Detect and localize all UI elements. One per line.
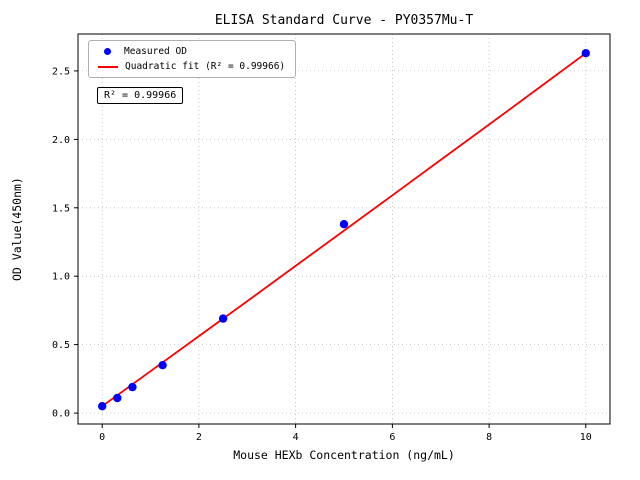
legend-item-measured-od: Measured OD (98, 46, 285, 57)
legend-marker-line-icon (98, 65, 118, 68)
data-point (113, 393, 122, 403)
x-tick-label: 0 (99, 432, 105, 443)
chart-title: ELISA Standard Curve - PY0357Mu-T (214, 13, 474, 28)
y-tick-label: 0.5 (52, 340, 70, 351)
x-tick-label: 6 (389, 432, 395, 443)
y-tick-label: 2.5 (52, 66, 70, 77)
y-tick-label: 2.0 (52, 135, 70, 146)
y-tick-label: 0.0 (52, 409, 70, 420)
data-point (128, 382, 137, 392)
data-point (158, 361, 167, 370)
plot-frame (77, 33, 611, 425)
x-tick-label: 8 (486, 432, 492, 443)
y-tick-label: 1.5 (52, 203, 70, 214)
y-axis-label: OD Value(450nm) (10, 177, 24, 281)
fit-line (101, 52, 587, 407)
data-point (339, 220, 349, 229)
legend-label-measured-od: Measured OD (124, 46, 187, 57)
data-point (581, 49, 590, 58)
x-tick-label: 2 (196, 432, 202, 443)
y-tick-label: 1.0 (52, 272, 70, 283)
legend-marker-dot-icon (104, 48, 111, 55)
data-point (98, 402, 107, 411)
data-point (218, 314, 228, 323)
r-squared-annotation: R² = 0.99966 (97, 87, 184, 104)
x-tick-label: 10 (580, 432, 592, 443)
legend: Measured OD Quadratic fit (R² = 0.99966) (88, 40, 297, 78)
x-axis-label: Mouse HEXb Concentration (ng/mL) (233, 448, 455, 462)
x-tick-label: 4 (293, 432, 299, 443)
legend-label-quadratic-fit: Quadratic fit (R² = 0.99966) (125, 61, 286, 72)
legend-item-quadratic-fit: Quadratic fit (R² = 0.99966) (98, 61, 285, 72)
